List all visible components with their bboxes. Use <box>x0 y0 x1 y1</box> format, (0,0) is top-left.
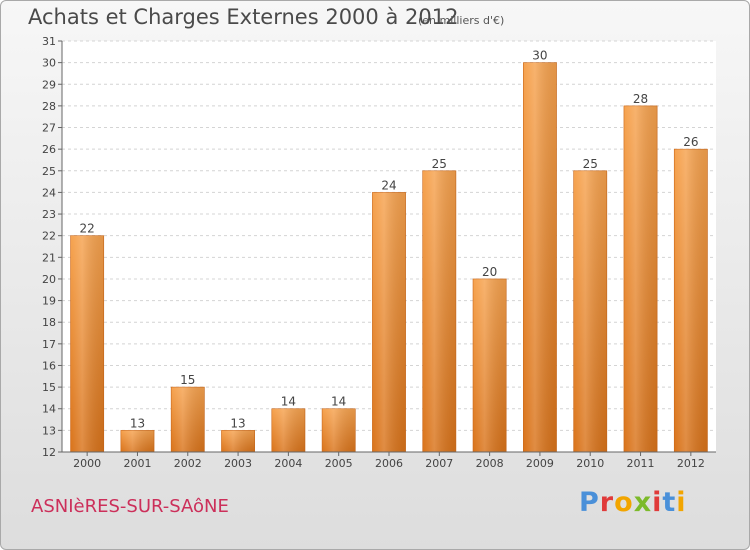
y-tick-label: 13 <box>42 424 56 437</box>
bar-shading <box>523 62 557 452</box>
y-tick-label: 29 <box>42 78 56 91</box>
bar-shading <box>271 408 305 452</box>
bar-shading <box>120 430 155 452</box>
chart-title: Achats et Charges Externes 2000 à 2012 <box>28 5 459 29</box>
x-tick-label: 2007 <box>425 457 453 470</box>
y-tick-label: 26 <box>42 143 56 156</box>
value-labels: 22 13 15 13 14 14 24 25 20 30 25 28 26 <box>80 49 699 431</box>
x-tick-label: 2001 <box>123 457 151 470</box>
y-tick-label: 28 <box>42 100 56 113</box>
x-tick-label: 2010 <box>576 457 604 470</box>
y-tick-label: 17 <box>42 338 56 351</box>
x-tick-label: 2011 <box>627 457 655 470</box>
x-tick-label: 2000 <box>73 457 101 470</box>
chart-subtitle: (en milliers d'€) <box>418 14 505 27</box>
logo-letter: i <box>652 487 663 518</box>
proxiti-logo[interactable]: Proxiti <box>579 487 687 518</box>
bar-shading <box>473 278 507 452</box>
x-tick-label: 2012 <box>677 457 705 470</box>
y-tick-label: 31 <box>42 35 56 48</box>
y-tick-label: 12 <box>42 446 56 459</box>
bar-value-label: 24 <box>381 178 396 192</box>
bar-value-label: 13 <box>230 416 245 430</box>
bar-shading <box>623 105 658 452</box>
x-axis-ticks: 2000 2001 2002 2003 2004 2005 2006 2007 2008 2009… <box>73 452 705 470</box>
y-tick-label: 15 <box>42 381 56 394</box>
y-tick-label: 14 <box>42 403 56 416</box>
bar-shading <box>422 170 456 452</box>
x-tick-label: 2006 <box>375 457 403 470</box>
logo-letter: r <box>599 487 615 518</box>
y-tick-label: 20 <box>42 273 56 286</box>
y-tick-label: 23 <box>42 208 56 221</box>
x-tick-label: 2004 <box>274 457 302 470</box>
x-tick-label: 2003 <box>224 457 252 470</box>
y-tick-label: 16 <box>42 359 56 372</box>
bar-value-label: 25 <box>583 157 598 171</box>
x-tick-label: 2005 <box>325 457 353 470</box>
y-tick-label: 24 <box>42 186 56 199</box>
bar-shading <box>221 430 255 452</box>
bars <box>70 62 708 453</box>
y-tick-label: 30 <box>42 57 56 70</box>
y-tick-label: 19 <box>42 295 56 308</box>
y-tick-label: 25 <box>42 165 56 178</box>
logo-letter: i <box>676 487 687 518</box>
bar-value-label: 22 <box>80 222 95 236</box>
x-tick-label: 2002 <box>174 457 202 470</box>
bar-value-label: 28 <box>633 92 648 106</box>
logo-letter: o <box>614 487 634 518</box>
bar-value-label: 14 <box>331 395 346 409</box>
commune-name: ASNIèRES-SUR-SAôNE <box>31 496 229 517</box>
y-axis-ticks: 12 13 14 15 16 17 18 19 20 21 22 23 24 25 26 27 28 29 30 31 <box>42 35 62 459</box>
bar-shading <box>70 235 104 452</box>
logo-letter: x <box>633 487 653 518</box>
y-tick-label: 21 <box>42 251 56 264</box>
bar-value-label: 26 <box>683 135 698 149</box>
bar-shading <box>372 192 406 452</box>
bar-value-label: 14 <box>281 395 296 409</box>
bar-value-label: 25 <box>432 157 447 171</box>
bar-shading <box>171 387 205 452</box>
y-tick-label: 27 <box>42 122 56 135</box>
bar-value-label: 13 <box>130 416 145 430</box>
x-tick-label: 2008 <box>476 457 504 470</box>
bar-value-label: 15 <box>180 373 195 387</box>
y-tick-label: 18 <box>42 316 56 329</box>
bar-shading <box>573 170 607 452</box>
bar-shading <box>674 149 708 452</box>
bar-value-label: 20 <box>482 265 497 279</box>
logo-letter: P <box>579 487 600 518</box>
bar-value-label: 30 <box>532 49 547 63</box>
y-tick-label: 22 <box>42 230 56 243</box>
x-tick-label: 2009 <box>526 457 554 470</box>
logo-letter: t <box>662 487 677 518</box>
bar-shading <box>322 408 356 452</box>
